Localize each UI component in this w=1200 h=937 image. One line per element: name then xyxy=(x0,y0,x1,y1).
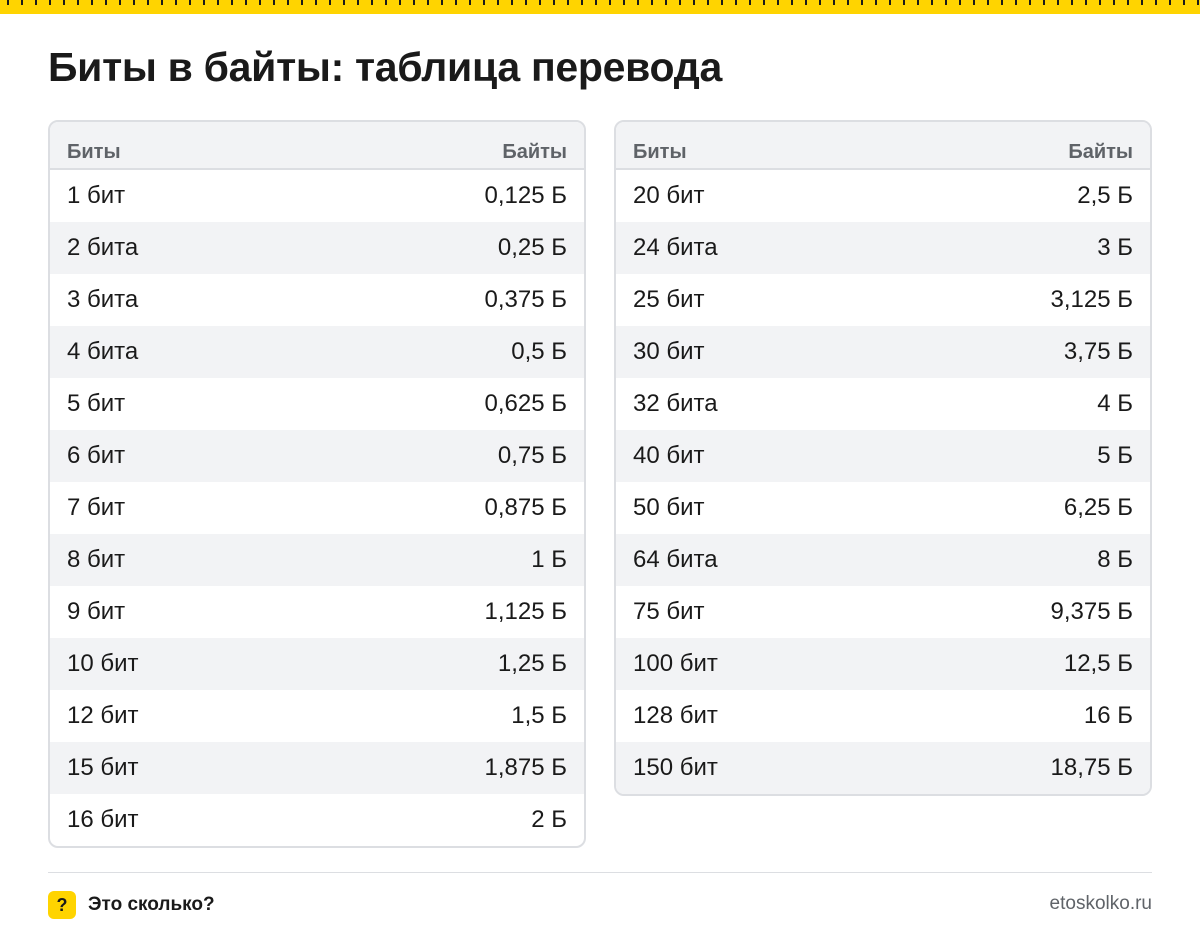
footer-brand: ? Это сколько? xyxy=(48,891,215,919)
table-row: 10 бит 1,25 Б xyxy=(50,638,584,690)
table-row: 1 бит 0,125 Б xyxy=(50,170,584,222)
header-bytes: Байты xyxy=(1068,140,1133,163)
table-row: 100 бит 12,5 Б xyxy=(616,638,1150,690)
footer-divider xyxy=(48,872,1152,873)
cell-bits: 10 бит xyxy=(67,650,139,677)
cell-bits: 128 бит xyxy=(633,702,718,729)
cell-bits: 3 бита xyxy=(67,286,139,313)
cell-bytes: 0,625 Б xyxy=(484,390,567,417)
cell-bytes: 0,125 Б xyxy=(484,182,567,209)
table-row: 20 бит 2,5 Б xyxy=(616,170,1150,222)
header-bits: Биты xyxy=(67,140,121,163)
table-row: 3 бита 0,375 Б xyxy=(50,274,584,326)
cell-bits: 5 бит xyxy=(67,390,126,417)
cell-bits: 8 бит xyxy=(67,546,126,573)
cell-bytes: 4 Б xyxy=(1097,390,1133,417)
table-row: 7 бит 0,875 Б xyxy=(50,482,584,534)
cell-bytes: 0,5 Б xyxy=(511,338,567,365)
table-row: 2 бита 0,25 Б xyxy=(50,222,584,274)
cell-bytes: 18,75 Б xyxy=(1050,754,1133,781)
table-row: 128 бит 16 Б xyxy=(616,690,1150,742)
cell-bytes: 8 Б xyxy=(1097,546,1133,573)
cell-bits: 30 бит xyxy=(633,338,705,365)
table-row: 4 бита 0,5 Б xyxy=(50,326,584,378)
table-header: Биты Байты xyxy=(616,122,1150,170)
cell-bytes: 12,5 Б xyxy=(1063,650,1133,677)
table-row: 12 бит 1,5 Б xyxy=(50,690,584,742)
table-row: 40 бит 5 Б xyxy=(616,430,1150,482)
ruler-decoration xyxy=(0,0,1200,14)
cell-bits: 150 бит xyxy=(633,754,718,781)
table-row: 30 бит 3,75 Б xyxy=(616,326,1150,378)
site-link[interactable]: etoskolko.ru xyxy=(1049,893,1152,914)
cell-bytes: 0,875 Б xyxy=(484,494,567,521)
cell-bytes: 1,25 Б xyxy=(497,650,567,677)
table-row: 6 бит 0,75 Б xyxy=(50,430,584,482)
table-row: 9 бит 1,125 Б xyxy=(50,586,584,638)
cell-bits: 4 бита xyxy=(67,338,139,365)
cell-bits: 15 бит xyxy=(67,754,139,781)
cell-bits: 24 бита xyxy=(633,234,718,261)
conversion-table-right: Биты Байты 20 бит 2,5 Б 24 бита 3 Б 25 бит 3,… xyxy=(614,120,1152,796)
cell-bytes: 2,5 Б xyxy=(1077,182,1133,209)
page-title: Биты в байты: таблица перевода xyxy=(48,44,722,90)
table-row: 25 бит 3,125 Б xyxy=(616,274,1150,326)
cell-bytes: 1 Б xyxy=(531,546,567,573)
cell-bits: 20 бит xyxy=(633,182,705,209)
table-row: 64 бита 8 Б xyxy=(616,534,1150,586)
table-header: Биты Байты xyxy=(50,122,584,170)
cell-bytes: 3,125 Б xyxy=(1050,286,1133,313)
cell-bits: 64 бита xyxy=(633,546,718,573)
table-body: 1 бит 0,125 Б 2 бита 0,25 Б 3 бита 0,375 Б 4 б… xyxy=(50,170,584,846)
table-row: 24 бита 3 Б xyxy=(616,222,1150,274)
cell-bits: 40 бит xyxy=(633,442,705,469)
cell-bytes: 3 Б xyxy=(1097,234,1133,261)
table-row: 150 бит 18,75 Б xyxy=(616,742,1150,794)
cell-bytes: 0,25 Б xyxy=(497,234,567,261)
question-icon: ? xyxy=(48,891,76,919)
table-row: 32 бита 4 Б xyxy=(616,378,1150,430)
cell-bits: 50 бит xyxy=(633,494,705,521)
header-bits: Биты xyxy=(633,140,687,163)
cell-bytes: 1,125 Б xyxy=(484,598,567,625)
cell-bytes: 0,75 Б xyxy=(497,442,567,469)
cell-bits: 1 бит xyxy=(67,182,126,209)
header-bytes: Байты xyxy=(502,140,567,163)
cell-bits: 6 бит xyxy=(67,442,126,469)
cell-bits: 16 бит xyxy=(67,806,139,833)
table-row: 5 бит 0,625 Б xyxy=(50,378,584,430)
cell-bytes: 2 Б xyxy=(531,806,567,833)
cell-bytes: 1,5 Б xyxy=(511,702,567,729)
cell-bits: 9 бит xyxy=(67,598,126,625)
table-row: 75 бит 9,375 Б xyxy=(616,586,1150,638)
cell-bytes: 5 Б xyxy=(1097,442,1133,469)
cell-bytes: 16 Б xyxy=(1083,702,1133,729)
cell-bits: 32 бита xyxy=(633,390,718,417)
cell-bits: 75 бит xyxy=(633,598,705,625)
table-row: 50 бит 6,25 Б xyxy=(616,482,1150,534)
cell-bits: 2 бита xyxy=(67,234,139,261)
cell-bytes: 1,875 Б xyxy=(484,754,567,781)
table-row: 16 бит 2 Б xyxy=(50,794,584,846)
cell-bits: 7 бит xyxy=(67,494,126,521)
cell-bytes: 6,25 Б xyxy=(1063,494,1133,521)
cell-bytes: 0,375 Б xyxy=(484,286,567,313)
table-body: 20 бит 2,5 Б 24 бита 3 Б 25 бит 3,125 Б 30 бит… xyxy=(616,170,1150,794)
table-row: 15 бит 1,875 Б xyxy=(50,742,584,794)
cell-bits: 100 бит xyxy=(633,650,718,677)
cell-bytes: 3,75 Б xyxy=(1063,338,1133,365)
cell-bits: 12 бит xyxy=(67,702,139,729)
table-row: 8 бит 1 Б xyxy=(50,534,584,586)
conversion-table-left: Биты Байты 1 бит 0,125 Б 2 бита 0,25 Б 3 бит… xyxy=(48,120,586,848)
cell-bits: 25 бит xyxy=(633,286,705,313)
brand-name: Это сколько? xyxy=(88,894,215,915)
cell-bytes: 9,375 Б xyxy=(1050,598,1133,625)
